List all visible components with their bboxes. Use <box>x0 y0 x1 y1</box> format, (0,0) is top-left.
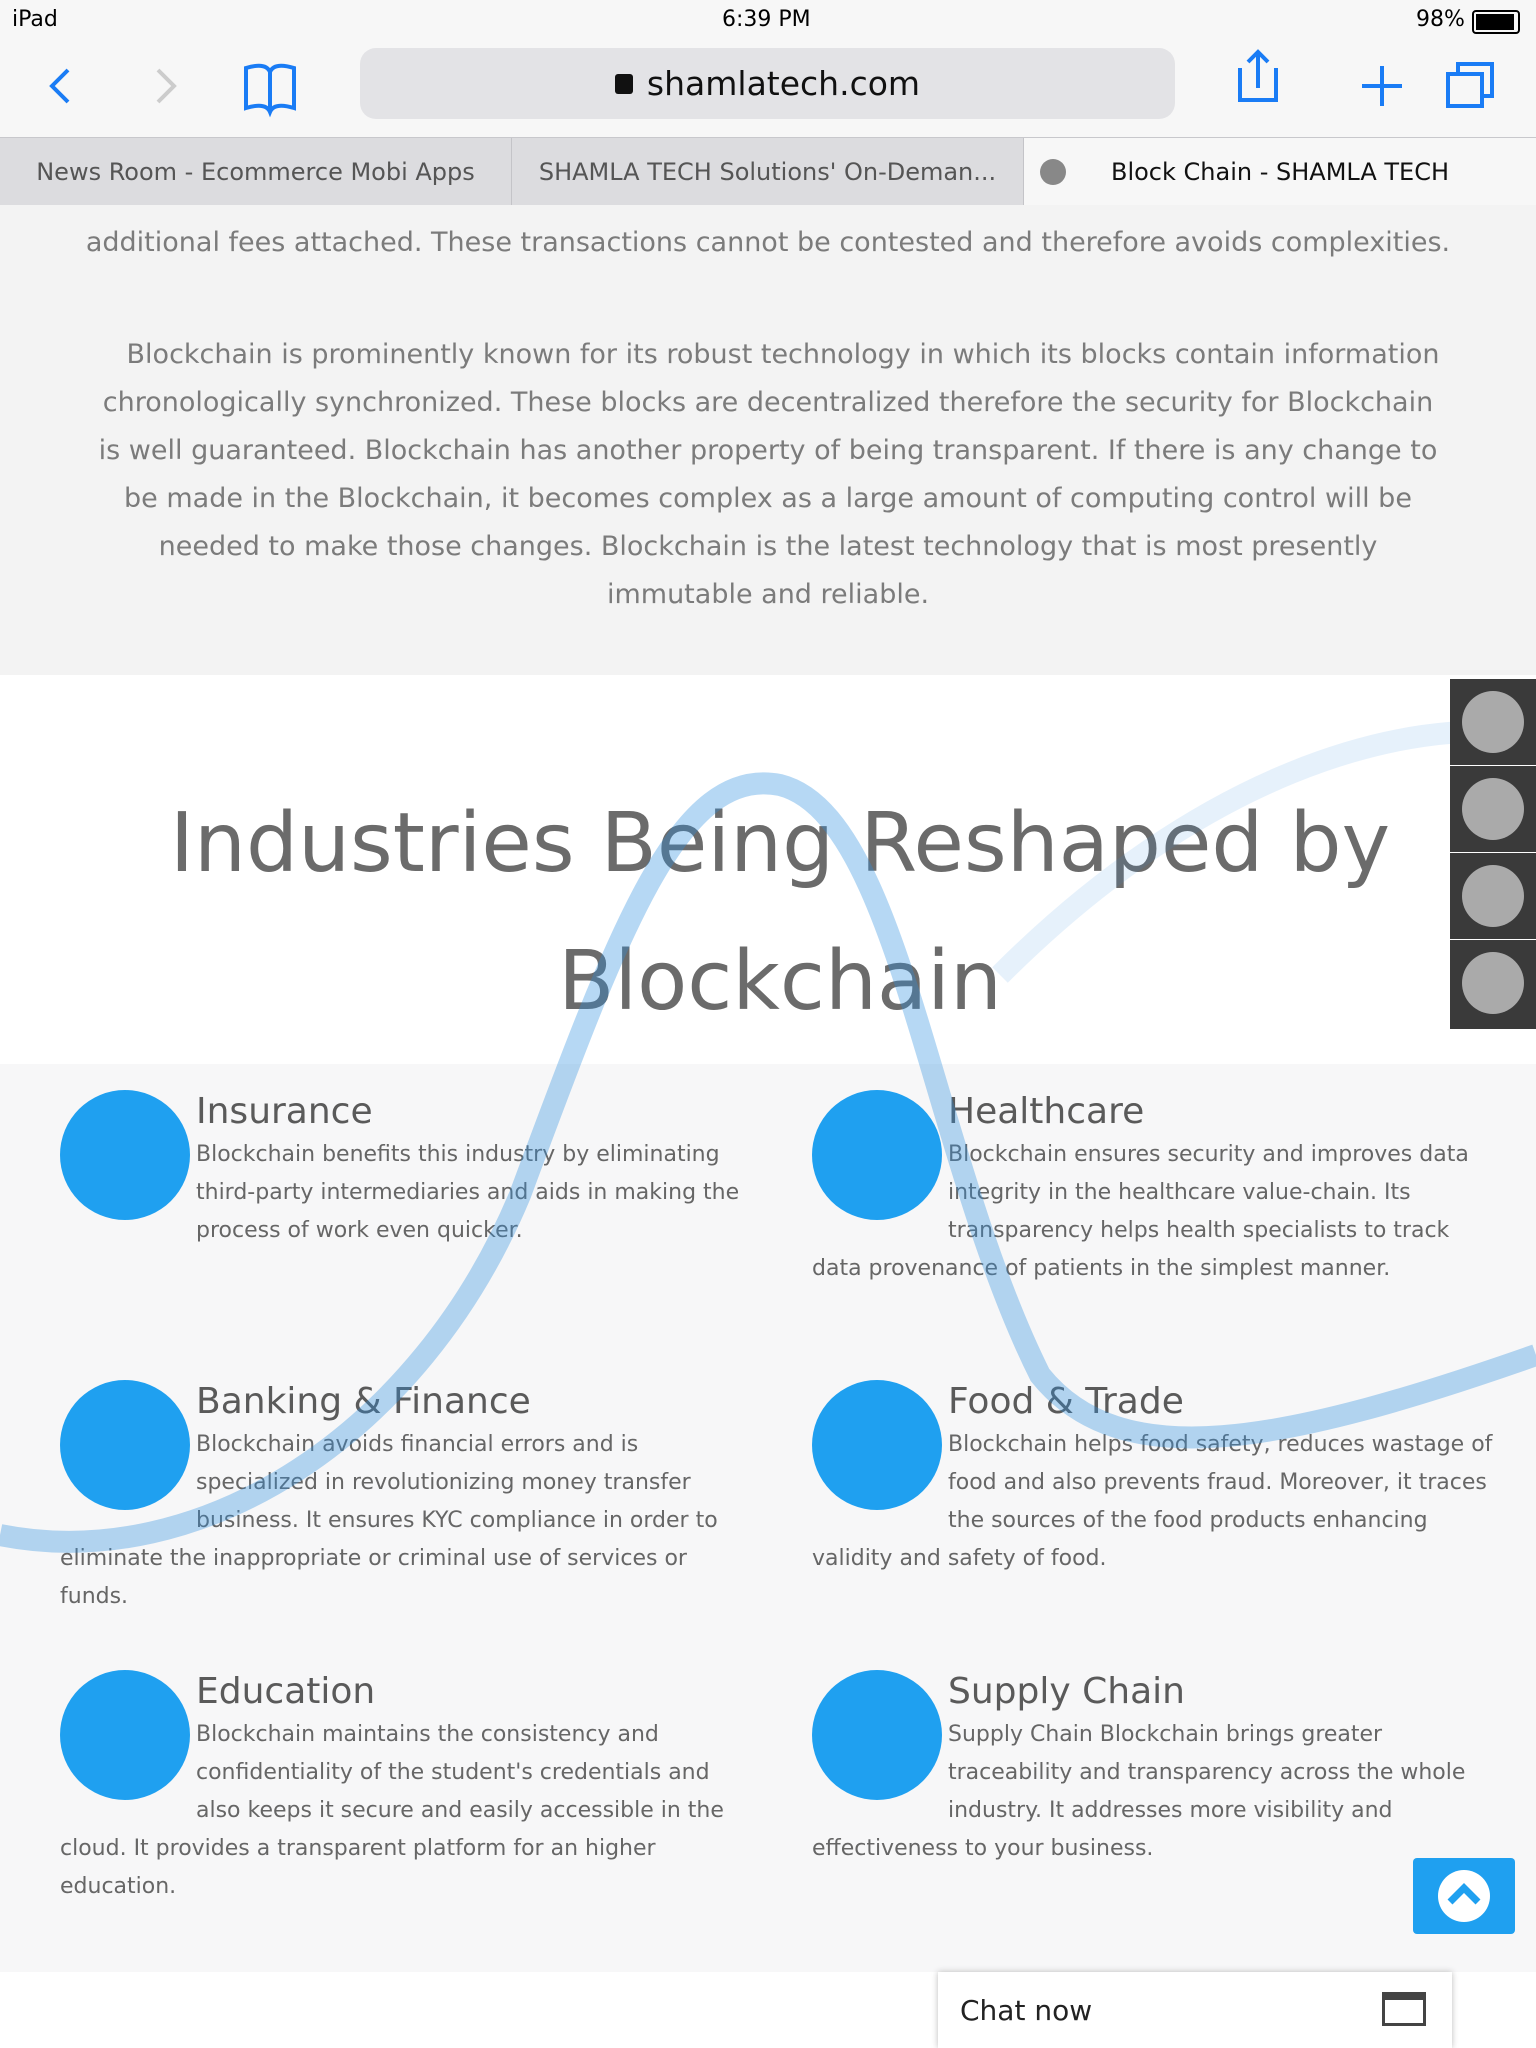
industry-text: Blockchain maintains the consistency and… <box>60 1722 724 1899</box>
skype-button[interactable] <box>1450 940 1536 1029</box>
industry-title: Banking & Finance <box>196 1381 531 1422</box>
industry-icon <box>60 1090 190 1220</box>
industry-text: Blockchain benefits this industry by eli… <box>196 1142 740 1243</box>
industry-text: Supply Chain Blockchain brings greater t… <box>812 1722 1466 1861</box>
url-bar[interactable]: shamlatech.com <box>360 48 1175 119</box>
paragraph: Blockchain is prominently known for its … <box>98 339 1440 610</box>
paragraph: additional fees attached. These transact… <box>85 227 1451 258</box>
industry-icon <box>812 1090 942 1220</box>
intro: additional fees attached. These transact… <box>0 205 1536 675</box>
industry-text: Blockchain helps food safety, reduces wa… <box>812 1432 1493 1571</box>
section-header: Industries Being Reshaped by Blockchain <box>0 675 1536 1064</box>
industry-item: Education Blockchain maintains the consis… <box>60 1670 750 1906</box>
industry-text: Blockchain avoids financial errors and i… <box>60 1432 718 1609</box>
industries: Insurance Blockchain benefits this indust… <box>0 1064 1536 1972</box>
tab-active[interactable]: Block Chain - SHAMLA TECH <box>1024 138 1536 206</box>
device: iPad <box>12 7 58 32</box>
phone-button[interactable] <box>1450 766 1536 852</box>
chat-widget[interactable]: Chat now <box>938 1972 1452 2048</box>
mail-button[interactable] <box>1450 853 1536 939</box>
status-bar: iPad 6:39 PM 98% <box>0 0 1536 40</box>
industry-title: Supply Chain <box>948 1671 1185 1712</box>
tab-bar: News Room - Ecommerce Mobi Apps SHAMLA T… <box>0 137 1536 207</box>
industry-item: Insurance Blockchain benefits this indust… <box>60 1090 750 1250</box>
industry-item: Healthcare Blockchain ensures security an… <box>812 1090 1502 1288</box>
section-title: Industries Being Reshaped by Blockchain <box>169 796 1391 1029</box>
scroll-top[interactable] <box>1413 1858 1515 1934</box>
battery: 98% <box>1416 7 1465 32</box>
industry-icon <box>812 1380 942 1510</box>
tab[interactable]: SHAMLA TECH Solutions' On-Deman... <box>512 138 1024 206</box>
chat-label: Chat now <box>960 1994 1093 2027</box>
battery-icon <box>1472 10 1520 34</box>
industry-title: Education <box>196 1671 376 1712</box>
industry-item: Banking & Finance Blockchain avoids finan… <box>60 1380 750 1616</box>
industry-icon <box>812 1670 942 1800</box>
industry-icon <box>60 1670 190 1800</box>
contact-button[interactable] <box>1450 679 1536 765</box>
industry-item: Supply Chain Supply Chain Blockchain brin… <box>812 1670 1502 1868</box>
url: shamlatech.com <box>646 64 921 103</box>
industry-title: Food & Trade <box>948 1381 1184 1422</box>
industry-title: Healthcare <box>948 1091 1145 1132</box>
industry-title: Insurance <box>196 1091 373 1132</box>
toolbar-icons <box>49 49 1494 118</box>
industry-icon <box>60 1380 190 1510</box>
industry-item: Food & Trade Blockchain helps food safety… <box>812 1380 1502 1578</box>
industry-text: Blockchain ensures security and improves… <box>812 1142 1469 1281</box>
tab[interactable]: News Room - Ecommerce Mobi Apps <box>0 138 512 206</box>
tab-title: Block Chain - SHAMLA TECH <box>1110 158 1449 186</box>
toolbar: shamlatech.com <box>0 40 1536 137</box>
time: 6:39 PM <box>722 7 811 32</box>
